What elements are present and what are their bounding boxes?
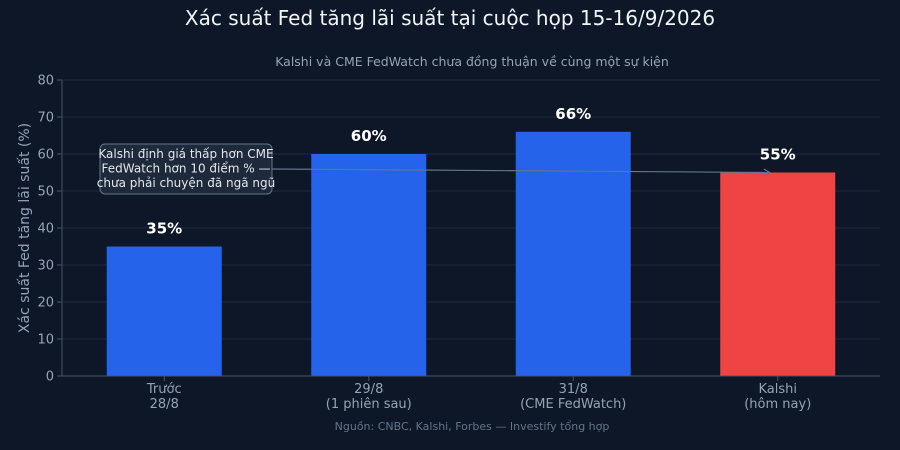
data-label: 55% [760,146,796,164]
bar [720,172,836,376]
y-tick-label: 80 [37,74,54,89]
annotation-arrowhead [763,168,771,177]
annotation-text: Kalshi định giá thấp hơn CME [98,147,273,161]
y-tick-label: 50 [37,185,54,200]
y-tick-label: 20 [37,296,54,311]
data-label: 60% [351,127,387,145]
annotation-arrow [271,168,770,174]
y-axis-label: Xác suất Fed tăng lãi suất (%) [17,123,33,333]
y-tick-label: 60 [37,148,54,163]
y-axis-ticks: 0 10 20 30 40 50 60 70 80 [37,74,62,385]
data-labels: 35% 60% 66% 55% [146,105,795,238]
bar [106,246,222,376]
annotation-text: FedWatch hơn 10 điểm % — [102,162,271,176]
x-tick-label: (hôm nay) [744,397,811,412]
x-tick-label: (CME FedWatch) [520,397,626,412]
x-tick-label: 28/8 [150,397,179,412]
chart-title: Xác suất Fed tăng lãi suất tại cuộc họp … [185,6,715,30]
x-tick-label: Trước [146,382,182,397]
chart-source: Nguồn: CNBC, Kalshi, Forbes — Investify … [335,420,610,433]
y-tick-label: 0 [46,370,54,385]
x-tick-label: 29/8 [354,382,383,397]
x-tick-label: 31/8 [559,382,588,397]
data-label: 66% [555,105,591,123]
x-tick-label: (1 phiên sau) [326,397,412,412]
y-tick-label: 30 [37,259,54,274]
data-label: 35% [146,220,182,238]
y-tick-label: 40 [37,222,54,237]
bars [106,131,836,376]
y-tick-label: 10 [37,333,54,348]
x-tick-label: Kalshi [759,382,798,397]
bar [515,131,631,376]
annotation-box [99,143,273,195]
chart-subtitle: Kalshi và CME FedWatch chưa đồng thuận v… [275,54,669,69]
y-tick-label: 70 [37,111,54,126]
annotation-text: chưa phải chuyện đã ngã ngũ [97,176,275,190]
bar [311,154,427,376]
